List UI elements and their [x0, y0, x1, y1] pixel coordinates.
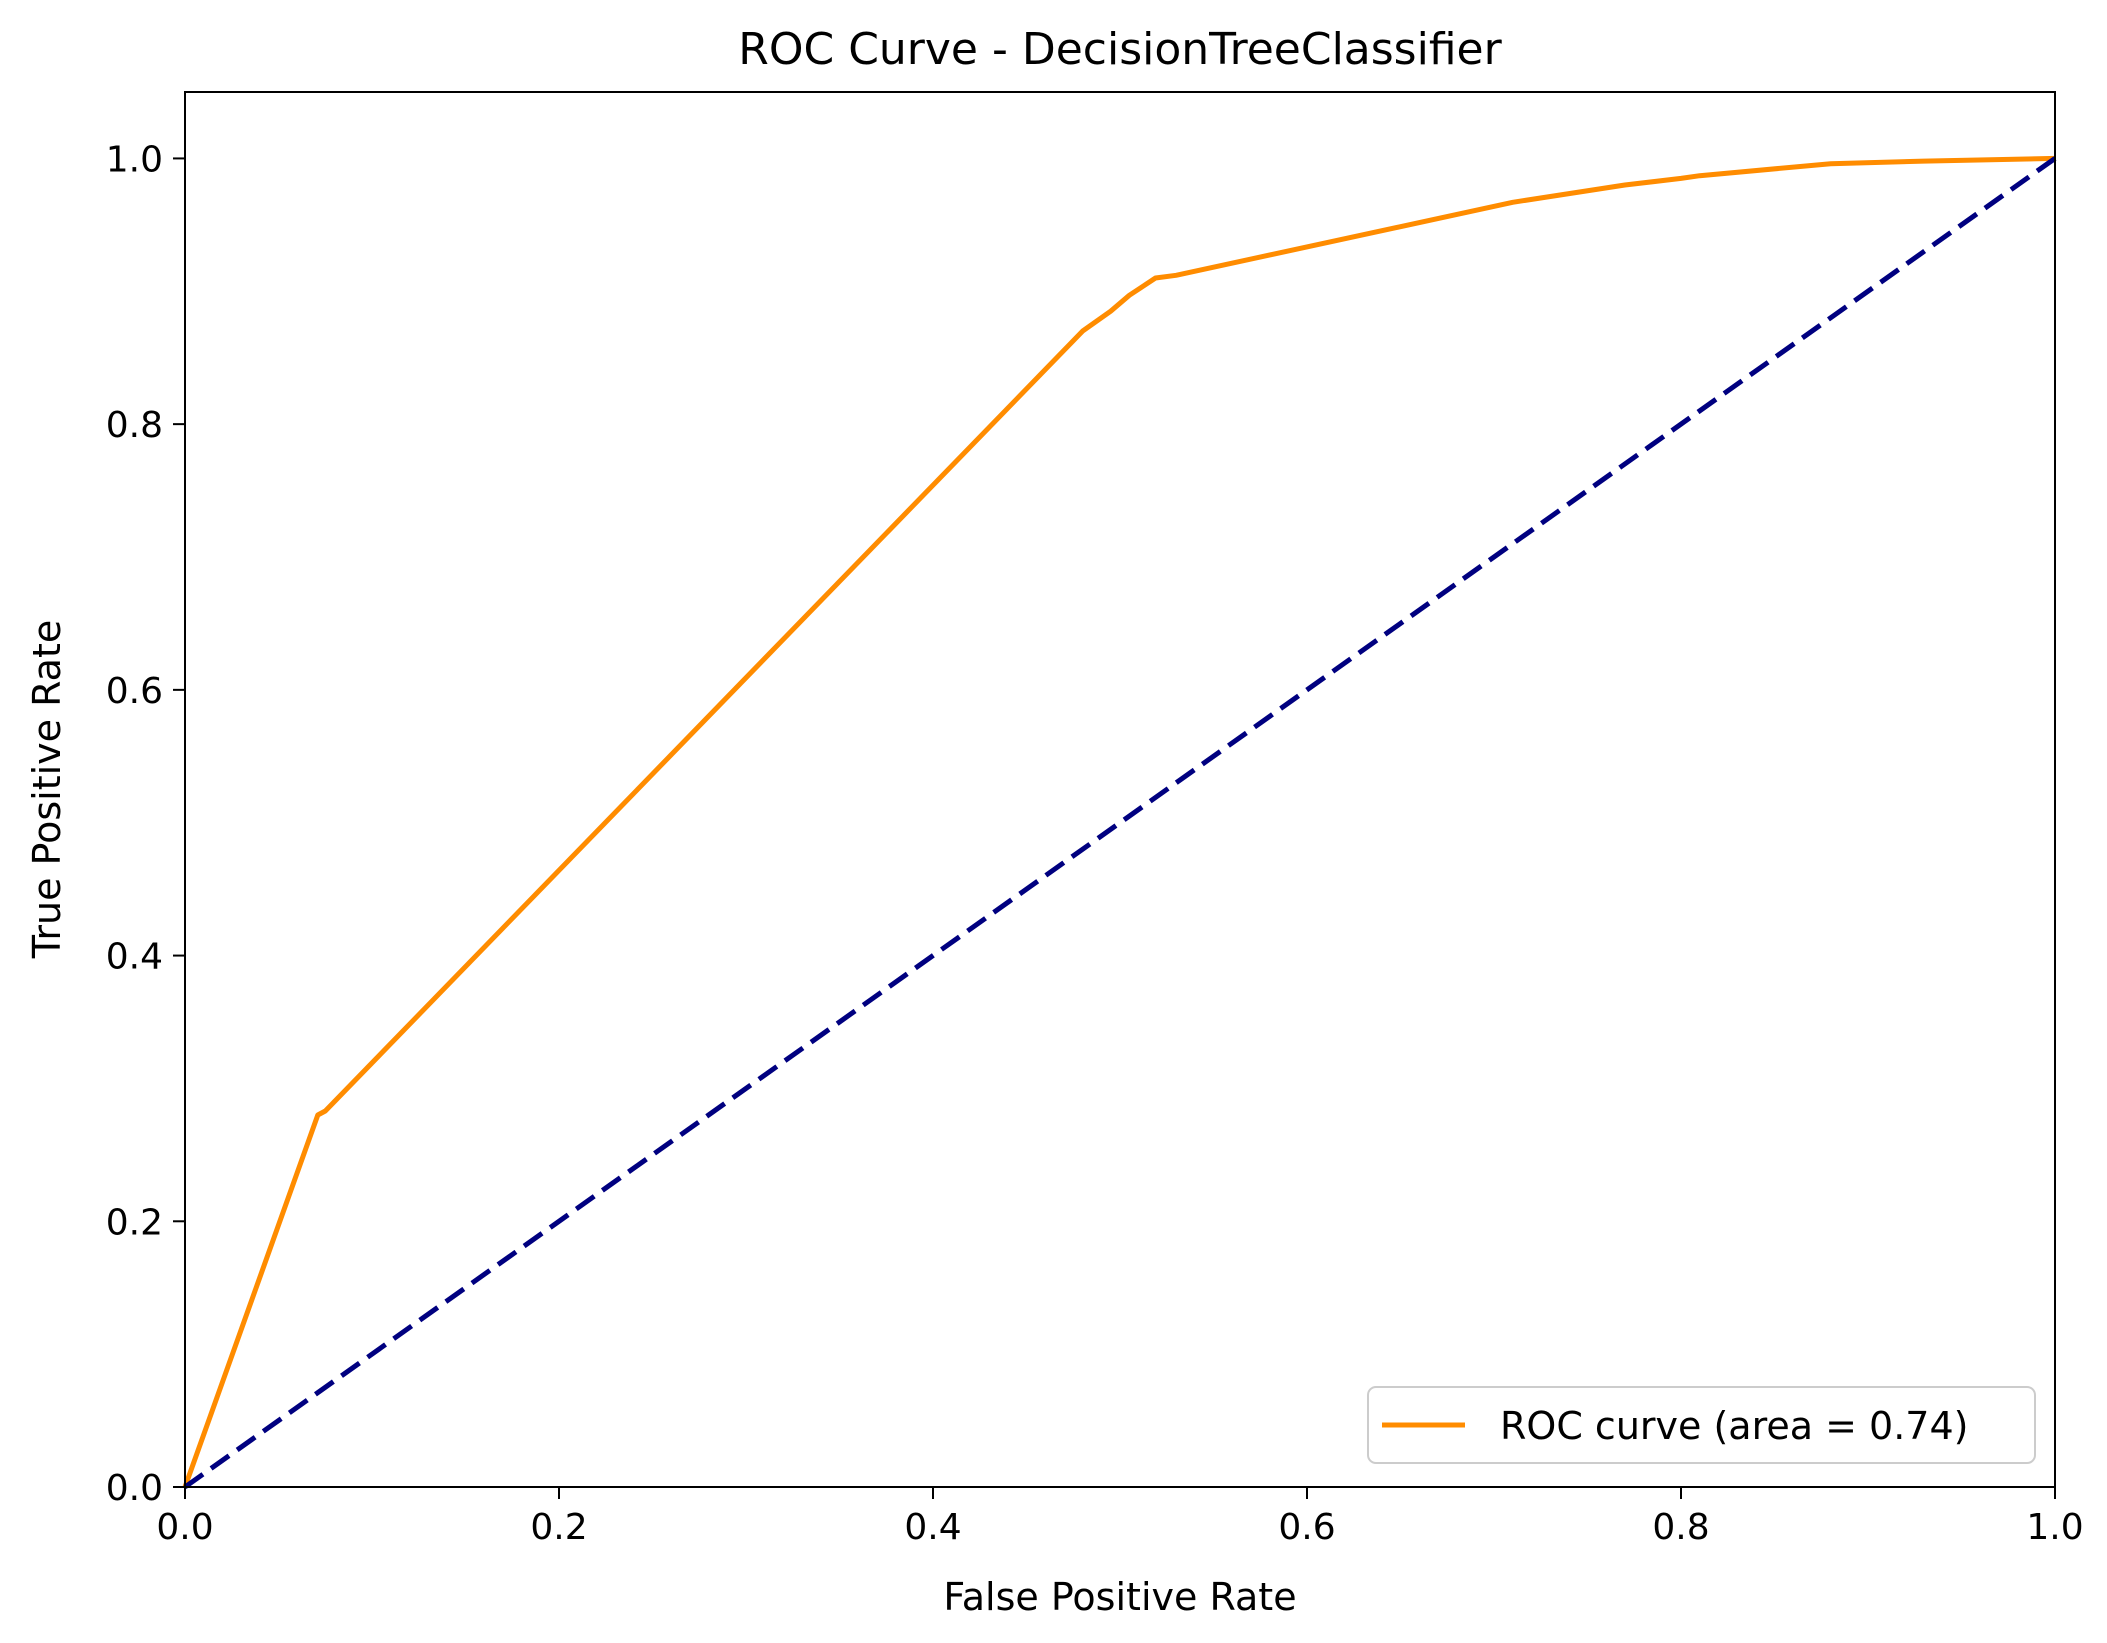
- y-tick-label: 0.4: [106, 937, 163, 978]
- x-tick-label: 0.0: [156, 1507, 213, 1548]
- x-tick-label: 0.6: [1278, 1507, 1335, 1548]
- y-tick-label: 0.6: [106, 671, 163, 712]
- roc-curve-line: [182, 155, 2056, 1488]
- x-tick-label: 0.2: [530, 1507, 587, 1548]
- y-tick-label: 0.2: [106, 1202, 163, 1243]
- y-tick-label: 0.8: [106, 405, 163, 446]
- plot-area: [185, 92, 2055, 1487]
- axes-frame: [184, 91, 2056, 1488]
- chart-title: ROC Curve - DecisionTreeClassifier: [738, 24, 1502, 75]
- x-tick-label: 0.4: [904, 1507, 961, 1548]
- y-tick-label: 1.0: [106, 139, 163, 180]
- y-axis-ticks: 0.0 0.2 0.4 0.6 0.8 1.0: [106, 139, 185, 1509]
- x-tick-label: 1.0: [2026, 1507, 2083, 1548]
- y-tick-label: 0.0: [106, 1468, 163, 1509]
- series-layer: [182, 155, 2057, 1490]
- legend-box: [1367, 1386, 2036, 1464]
- legend-label: ROC curve (area = 0.74): [1500, 1404, 1968, 1448]
- x-axis-ticks: 0.0 0.2 0.4 0.6 0.8 1.0: [156, 1487, 2084, 1548]
- y-axis-label: True Positive Rate: [25, 620, 69, 960]
- legend: ROC curve (area = 0.74): [1367, 1386, 2036, 1464]
- x-tick-label: 0.8: [1652, 1507, 1709, 1548]
- x-axis-label: False Positive Rate: [943, 1575, 1296, 1619]
